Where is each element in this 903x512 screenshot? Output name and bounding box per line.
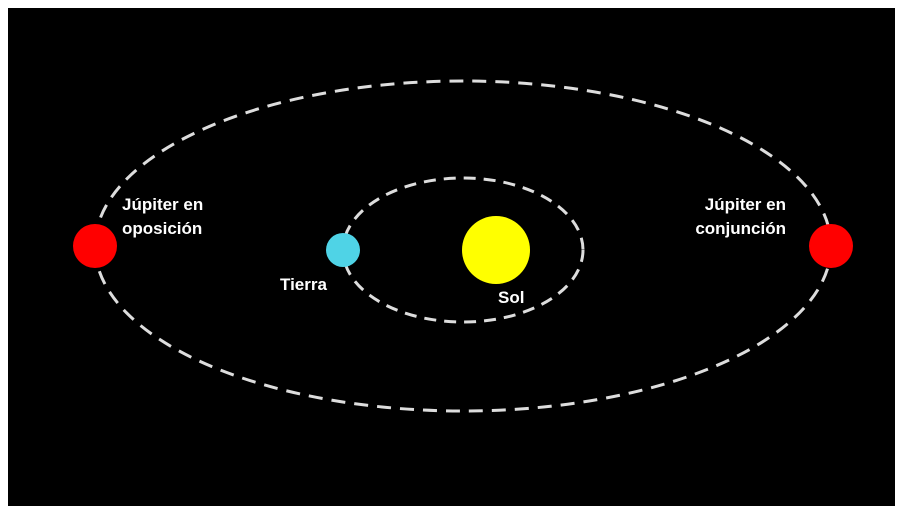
label: Sol [498, 288, 524, 307]
label: Júpiter en [705, 195, 786, 214]
label: oposición [122, 219, 202, 238]
jupiter-conjunction [809, 224, 853, 268]
diagram: Júpiter en oposición Júpiter en conjunci… [0, 0, 903, 512]
label: Tierra [280, 275, 327, 294]
background [8, 8, 895, 506]
label: conjunción [695, 219, 786, 238]
jupiter-opposition [73, 224, 117, 268]
label: Júpiter en [122, 195, 203, 214]
earth [326, 233, 360, 267]
sun [462, 216, 530, 284]
